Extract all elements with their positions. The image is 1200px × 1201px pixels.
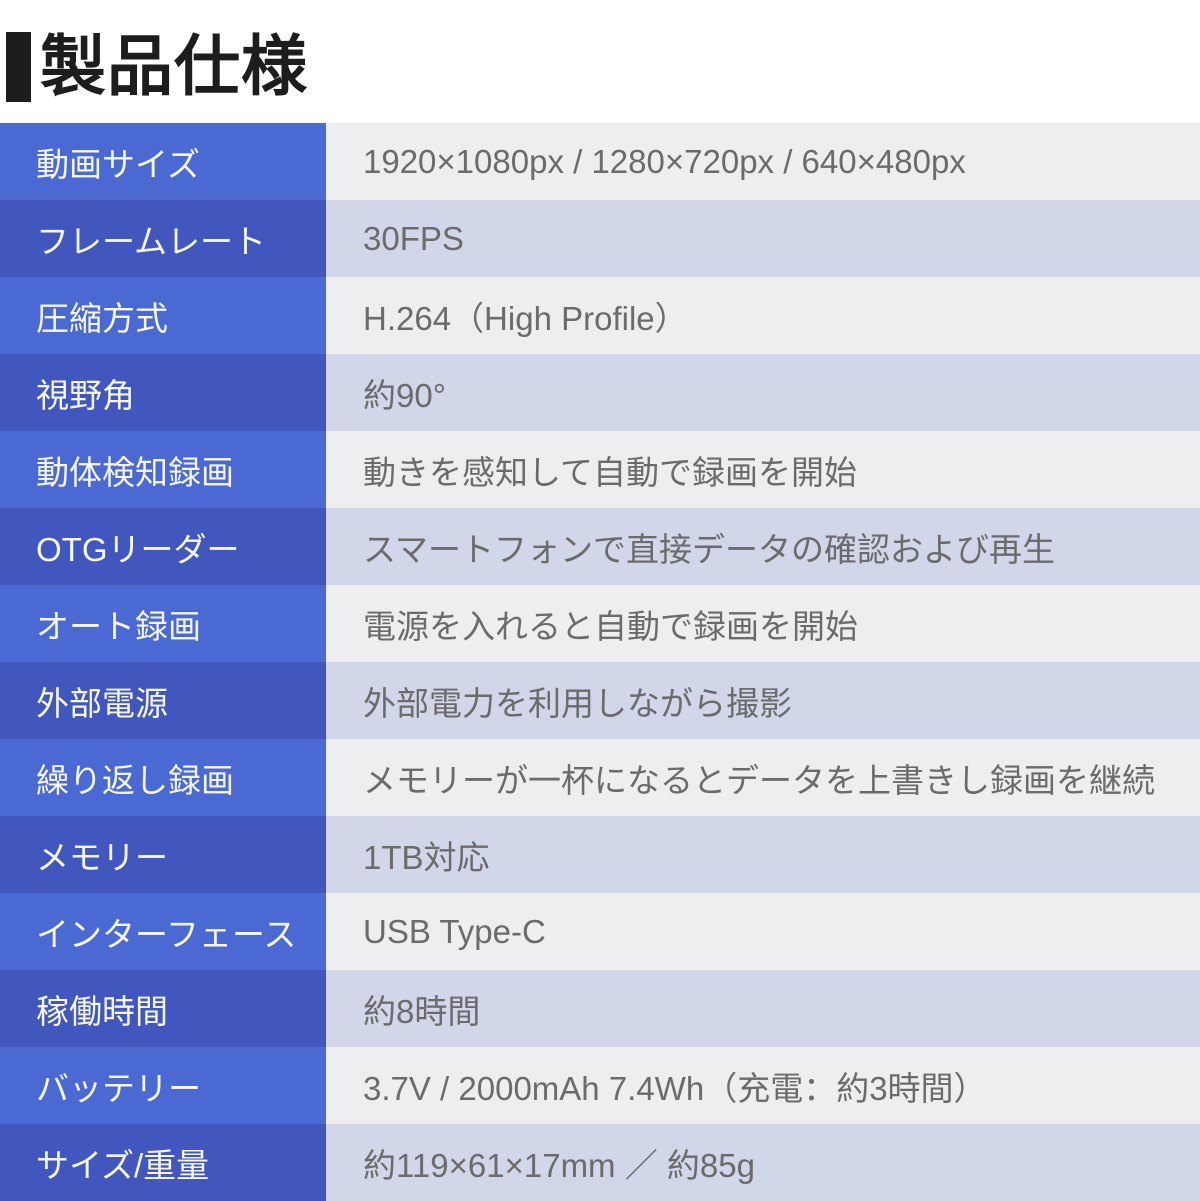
row-label: OTGリーダー (0, 508, 326, 585)
spec-table: 動画サイズ 1920×1080px / 1280×720px / 640×480… (0, 123, 1200, 1201)
table-row: 動画サイズ 1920×1080px / 1280×720px / 640×480… (0, 123, 1200, 200)
row-value: 動きを感知して自動で録画を開始 (326, 431, 1200, 508)
table-row: 外部電源 外部電力を利用しながら撮影 (0, 662, 1200, 739)
row-label: 圧縮方式 (0, 277, 326, 354)
title-square-marker (6, 32, 31, 102)
row-value: 3.7V / 2000mAh 7.4Wh（充電：約3時間） (326, 1047, 1200, 1124)
table-row: 圧縮方式 H.264（High Profile） (0, 277, 1200, 354)
table-row: OTGリーダー スマートフォンで直接データの確認および再生 (0, 508, 1200, 585)
row-value: スマートフォンで直接データの確認および再生 (326, 508, 1200, 585)
row-value: H.264（High Profile） (326, 277, 1200, 354)
row-label: 稼働時間 (0, 970, 326, 1047)
row-label: 動画サイズ (0, 123, 326, 200)
row-value: 約90° (326, 354, 1200, 431)
table-row: 視野角 約90° (0, 354, 1200, 431)
row-label: オート録画 (0, 585, 326, 662)
row-value: メモリーが一杯になるとデータを上書きし録画を継続 (326, 739, 1200, 816)
row-value: USB Type-C (326, 893, 1200, 970)
title-row: 製品仕様 (6, 29, 308, 104)
row-label: サイズ/重量 (0, 1124, 326, 1201)
table-row: オート録画 電源を入れると自動で録画を開始 (0, 585, 1200, 662)
row-value: 約8時間 (326, 970, 1200, 1047)
table-row: メモリー 1TB対応 (0, 816, 1200, 893)
row-label: フレームレート (0, 200, 326, 277)
row-label: バッテリー (0, 1047, 326, 1124)
row-value: 約119×61×17mm ／ 約85g (326, 1124, 1200, 1201)
page-title: 製品仕様 (40, 29, 308, 104)
row-value: 1TB対応 (326, 816, 1200, 893)
table-row: サイズ/重量 約119×61×17mm ／ 約85g (0, 1124, 1200, 1201)
table-row: 動体検知録画 動きを感知して自動で録画を開始 (0, 431, 1200, 508)
row-value: 外部電力を利用しながら撮影 (326, 662, 1200, 739)
row-value: 電源を入れると自動で録画を開始 (326, 585, 1200, 662)
row-value: 30FPS (326, 200, 1200, 277)
table-row: バッテリー 3.7V / 2000mAh 7.4Wh（充電：約3時間） (0, 1047, 1200, 1124)
table-row: フレームレート 30FPS (0, 200, 1200, 277)
row-label: 視野角 (0, 354, 326, 431)
table-row: インターフェース USB Type-C (0, 893, 1200, 970)
row-label: インターフェース (0, 893, 326, 970)
row-label: 動体検知録画 (0, 431, 326, 508)
header: 製品仕様 (0, 0, 1200, 123)
table-row: 繰り返し録画 メモリーが一杯になるとデータを上書きし録画を継続 (0, 739, 1200, 816)
row-label: 繰り返し録画 (0, 739, 326, 816)
row-label: メモリー (0, 816, 326, 893)
row-label: 外部電源 (0, 662, 326, 739)
row-value: 1920×1080px / 1280×720px / 640×480px (326, 123, 1200, 200)
table-row: 稼働時間 約8時間 (0, 970, 1200, 1047)
